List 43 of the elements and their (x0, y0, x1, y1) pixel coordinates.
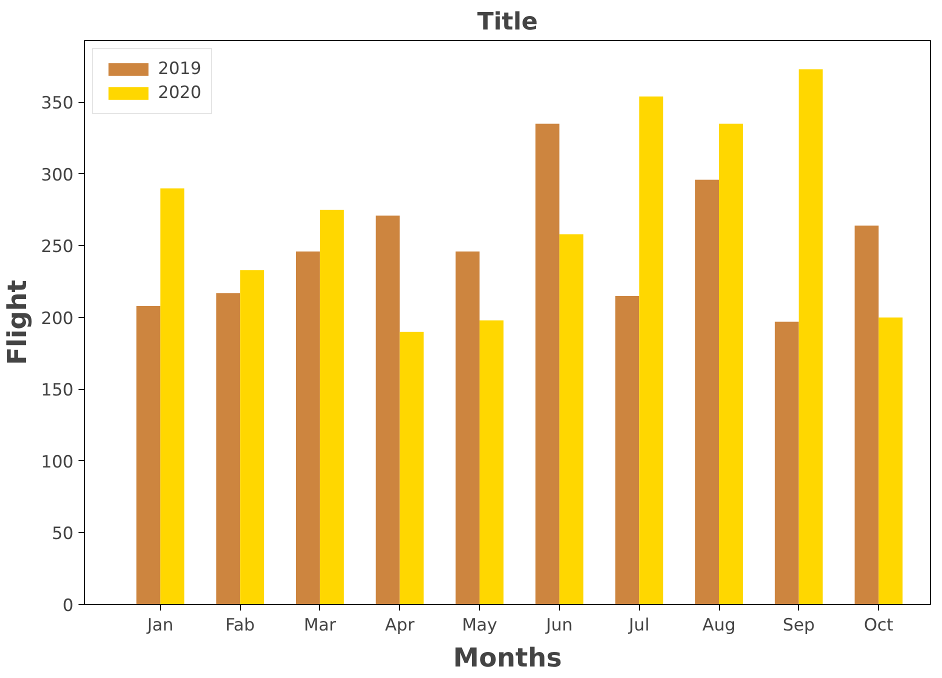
bar (719, 124, 743, 604)
y-tick-label: 300 (41, 165, 74, 186)
x-axis-title: Months (453, 644, 562, 674)
y-tick-label: 0 (62, 596, 74, 616)
bar (320, 210, 344, 604)
x-tick-label: Fab (225, 616, 255, 636)
bar (376, 216, 400, 604)
x-tick-label: Jul (628, 616, 650, 636)
bar (480, 320, 504, 604)
bar (615, 296, 640, 604)
bar (559, 234, 584, 604)
bar (535, 124, 560, 604)
x-tick-label: May (462, 616, 498, 636)
legend-label: 2019 (158, 59, 202, 79)
y-axis-title: Flight (3, 280, 34, 366)
bar (695, 180, 719, 604)
bar (240, 270, 264, 604)
bar (136, 306, 160, 604)
bar (774, 322, 799, 604)
x-tick-label: Sep (782, 616, 815, 636)
bar (639, 96, 664, 604)
y-tick-label: 250 (41, 237, 74, 258)
bar (400, 332, 424, 604)
y-tick-label: 100 (41, 452, 74, 472)
bar (216, 293, 240, 604)
x-tick-label: Aug (702, 616, 736, 636)
x-tick-label: Jun (545, 616, 573, 636)
bar (456, 251, 480, 604)
bar (854, 226, 879, 604)
bar (798, 69, 823, 604)
x-tick-label: Jan (146, 616, 174, 636)
bar (878, 317, 903, 604)
bar (160, 188, 184, 604)
x-tick-label: Mar (304, 616, 336, 636)
x-tick-label: Oct (864, 616, 894, 636)
x-tick-label: Apr (385, 616, 414, 636)
bar (296, 251, 320, 604)
y-tick-label: 200 (41, 308, 74, 329)
y-tick-label: 50 (52, 524, 74, 544)
y-tick-label: 350 (41, 94, 74, 114)
legend-label: 2020 (158, 83, 202, 103)
chart-title: Title (477, 8, 538, 36)
y-tick-label: 150 (41, 380, 74, 401)
